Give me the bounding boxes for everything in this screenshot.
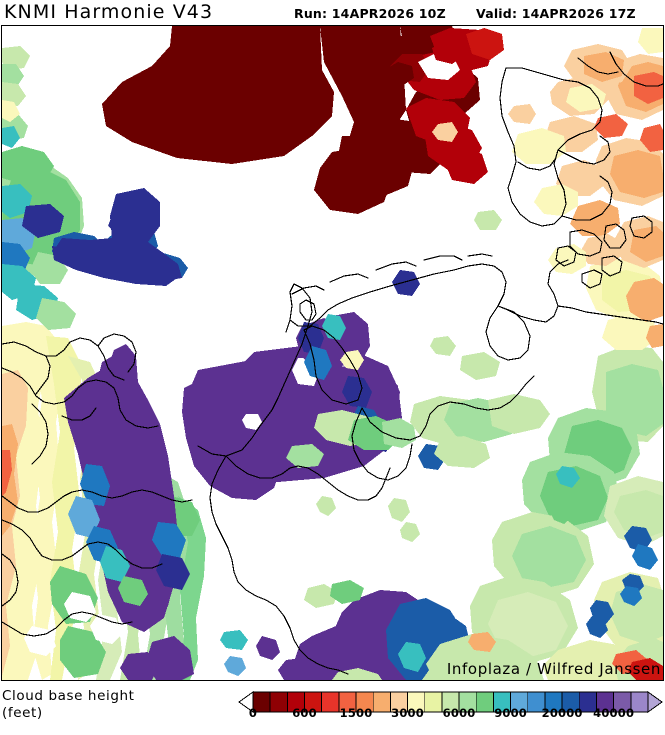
weather-map-panel[interactable]: Infoplaza / Wilfred Janssen — [1, 25, 664, 681]
field-shading — [2, 26, 663, 680]
valid-time-label: Valid: 14APR2026 17Z — [476, 6, 636, 21]
colorbar-tick-label: 6000 — [442, 706, 476, 720]
colorbar-tick-label: 600 — [292, 706, 317, 720]
colorbar-tick-label: 0 — [248, 706, 258, 720]
colorbar-tick-label: 1500 — [339, 706, 373, 720]
colorbar-tick-labels: 0 600 1500 3000 6000 9000 20000 40000 — [238, 706, 663, 726]
colorbar-tick-label: 3000 — [391, 706, 424, 720]
run-time-label: Run: 14APR2026 10Z — [294, 6, 446, 21]
coastline-layer — [2, 51, 663, 675]
colorbar-cells — [252, 691, 649, 713]
colorbar-right-arrow — [647, 691, 663, 713]
header-bar: KNMI Harmonie V43 Run: 14APR2026 10Z Val… — [0, 0, 665, 25]
colorbar-tick-label: 9000 — [494, 706, 527, 720]
colorbar-tick-label: 40000 — [593, 706, 635, 720]
cloud-base-height-map — [2, 26, 663, 680]
page-title: KNMI Harmonie V43 — [4, 1, 214, 23]
legend-title: Cloud base height — [2, 688, 135, 704]
colorbar-left-arrow — [238, 691, 254, 713]
legend-panel: Cloud base height (feet) 0 600 1500 3000 600… — [0, 683, 665, 735]
colorbar-tick-label: 20000 — [541, 706, 583, 720]
colorbar[interactable]: 0 600 1500 3000 6000 9000 20000 40000 — [238, 691, 663, 731]
legend-units-label: (feet) — [2, 705, 43, 721]
